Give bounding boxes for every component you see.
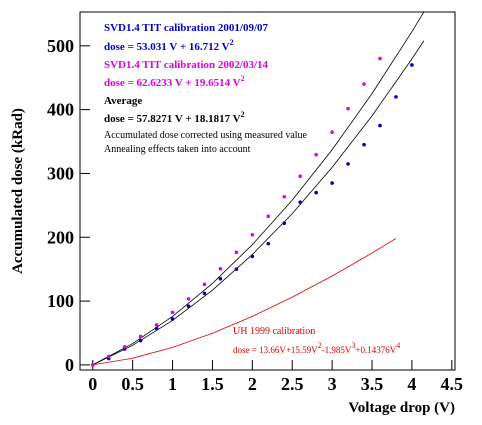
annotation-text: dose = 62.6233 V + 19.6514 V — [104, 77, 241, 89]
superscript: 4 — [396, 341, 400, 350]
data-point — [202, 282, 207, 287]
annotation-text: dose = 13.66V+15.59V — [233, 345, 318, 355]
y-axis-title: Accumulated dose (kRad) — [10, 108, 26, 274]
x-tick-label: 0.5 — [121, 374, 144, 394]
superscript: 3 — [351, 341, 355, 350]
y-tick-label: 200 — [47, 227, 74, 247]
data-point — [282, 221, 287, 226]
x-tick-label: 1 — [168, 374, 177, 394]
fit-curve — [92, 40, 425, 366]
data-point — [234, 267, 239, 271]
data-point — [266, 241, 271, 246]
data-point — [186, 297, 191, 301]
annotation: SVD1.4 TIT calibration 2001/09/07 — [104, 22, 269, 34]
y-tick-label: 500 — [47, 36, 74, 56]
data-point — [186, 304, 191, 308]
data-point — [154, 323, 159, 327]
data-point — [250, 254, 255, 259]
data-point — [378, 123, 382, 128]
annotation: dose = 57.8271 V + 18.1817 V2 — [104, 110, 245, 125]
x-tick-label: 4 — [407, 374, 416, 394]
data-point — [362, 142, 366, 147]
annotation: Accumulated dose corrected using measure… — [104, 130, 308, 141]
annotation: Annealing effects taken into account — [104, 144, 251, 155]
superscript: 2 — [318, 341, 322, 350]
data-point — [298, 200, 303, 204]
fit-curve — [92, 238, 397, 366]
data-point — [170, 317, 175, 321]
data-point — [362, 82, 366, 86]
annotation-text: Annealing effects taken into account — [104, 144, 251, 155]
data-point — [314, 190, 318, 195]
y-tick-label: 300 — [47, 163, 74, 183]
annotation: dose = 62.6233 V + 19.6514 V2 — [104, 74, 245, 89]
x-tick-label: 1.5 — [201, 374, 224, 394]
annotation-text: SVD1.4 TIT calibration 2002/03/14 — [104, 59, 269, 71]
x-tick-label: 2 — [248, 374, 257, 394]
superscript: 2 — [230, 38, 234, 47]
data-point — [266, 214, 271, 219]
data-point — [346, 162, 350, 166]
y-tick-label: 400 — [47, 100, 74, 120]
x-tick-label: 3 — [328, 374, 337, 394]
data-point — [218, 276, 223, 281]
y-tick-label: 100 — [47, 291, 74, 311]
annotation: dose = 53.031 V + 16.712 V2 — [104, 38, 234, 53]
data-point — [346, 106, 350, 111]
data-point — [218, 267, 223, 271]
data-point — [298, 174, 303, 178]
annotation-text: Average — [104, 95, 142, 107]
data-point — [394, 95, 398, 99]
annotation: UH 1999 calibration — [233, 326, 315, 337]
data-point — [378, 56, 382, 61]
data-point — [122, 345, 127, 349]
data-point — [154, 326, 159, 331]
x-tick-label: 4.5 — [441, 374, 464, 394]
annotation: Average — [104, 95, 142, 107]
data-point — [106, 354, 111, 359]
data-point — [138, 334, 143, 339]
x-axis-title: Voltage drop (V) — [348, 400, 455, 416]
data-point — [138, 338, 143, 343]
data-point — [170, 310, 175, 315]
data-point — [410, 63, 414, 67]
data-point — [282, 194, 287, 199]
annotation-text: -1.985V — [322, 345, 352, 355]
x-tick-label: 0 — [88, 374, 97, 394]
y-tick-label: 0 — [65, 355, 74, 375]
superscript: 2 — [241, 74, 245, 83]
annotation-text: SVD1.4 TIT calibration 2001/09/07 — [104, 22, 269, 34]
plot-frame — [79, 11, 456, 371]
annotation: dose = 13.66V+15.59V2-1.985V3+0.14376V4 — [233, 341, 400, 355]
x-tick-label: 2.5 — [281, 374, 304, 394]
data-point — [330, 130, 334, 134]
annotation-text: UH 1999 calibration — [233, 326, 315, 337]
annotation-text: dose = 57.8271 V + 18.1817 V — [104, 113, 241, 125]
annotation-text: dose = 53.031 V + 16.712 V — [104, 41, 230, 53]
fit-curve — [92, 11, 425, 366]
data-point — [234, 250, 239, 255]
x-tick-label: 3.5 — [361, 374, 384, 394]
data-point — [330, 181, 334, 185]
data-point — [250, 232, 255, 237]
data-point — [314, 152, 318, 157]
superscript: 2 — [241, 110, 245, 119]
data-point — [202, 291, 207, 296]
annotation-text: +0.14376V — [355, 345, 396, 355]
annotation-text: Accumulated dose corrected using measure… — [104, 130, 308, 141]
annotation: SVD1.4 TIT calibration 2002/03/14 — [104, 59, 269, 71]
data-point — [90, 363, 95, 367]
